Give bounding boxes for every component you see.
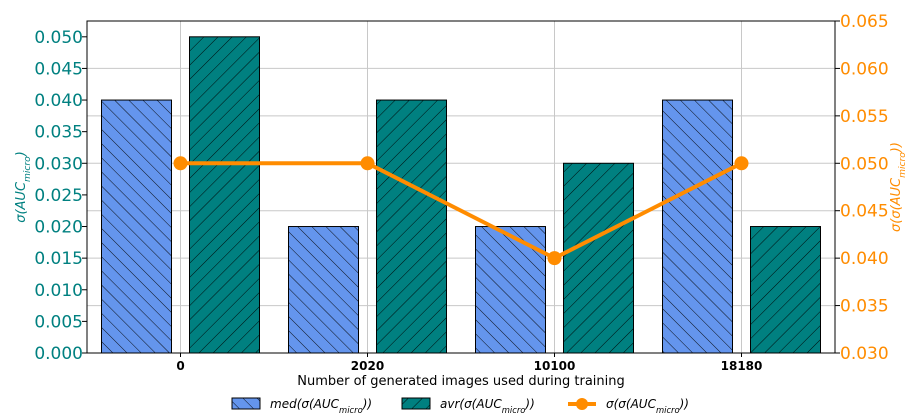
tick-label-x-18180: 18180: [721, 359, 763, 373]
tick-label-right: 0.060: [840, 59, 889, 79]
bar-avr-18180: [750, 226, 821, 354]
line-sigma-sigma: [180, 161, 743, 261]
tick-label-right: 0.050: [840, 154, 889, 174]
tick-label-left: 0.050: [34, 28, 83, 48]
legend-avr-label: avr(σ(AUCmicro)): [440, 397, 535, 415]
y-axis-title-right: σ(σ(AUCmicro)): [889, 142, 908, 232]
line-point-10100: [547, 251, 562, 266]
legend-med-label: med(σ(AUCmicro)): [270, 397, 372, 415]
tick-label-x-10100: 10100: [534, 359, 576, 373]
line-series: [173, 156, 749, 266]
line-point-0: [173, 156, 188, 171]
tick-label-left: 0.000: [34, 344, 83, 364]
tick-label-x-0: 0: [176, 359, 184, 373]
legend-med-swatch: [231, 397, 261, 410]
ticks: 0.000 0.005 0.010 0.015 0.020 0.025 0.030 0.035…: [34, 12, 888, 373]
x-axis-title: Number of generated images used during t…: [297, 374, 625, 389]
bar-med-0: [101, 99, 172, 354]
tick-label-left: 0.035: [34, 123, 83, 143]
legend-sigma-sigma-label: σ(σ(AUCmicro)): [606, 397, 689, 415]
tick-label-x-2020: 2020: [351, 359, 384, 373]
plot-frame: [86, 20, 836, 354]
tick-label-right: 0.065: [840, 12, 889, 32]
line-point-2020: [360, 156, 375, 171]
tick-label-left: 0.045: [34, 59, 83, 79]
legend: med(σ(AUCmicro)) avr(σ(AUCmicro)) σ(σ(AUCm…: [231, 397, 689, 415]
line-point-18180: [734, 156, 749, 171]
legend-sigma-sigma-marker: [576, 398, 588, 410]
tick-label-left: 0.025: [34, 186, 83, 206]
tick-label-right: 0.040: [840, 249, 889, 269]
tick-label-right: 0.045: [840, 202, 889, 222]
tick-label-left: 0.040: [34, 91, 83, 111]
bar-avr-10100: [563, 162, 634, 354]
bar-avr-0: [189, 36, 260, 354]
tick-label-left: 0.005: [34, 312, 83, 332]
tick-label-left: 0.020: [34, 218, 83, 238]
tick-label-left: 0.015: [34, 249, 83, 269]
tick-label-right: 0.030: [840, 344, 889, 364]
tick-label-right: 0.035: [840, 297, 889, 317]
bar-med-10100: [475, 226, 546, 354]
bar-med-2020: [288, 226, 359, 354]
tick-label-left: 0.010: [34, 281, 83, 301]
tick-label-left: 0.030: [34, 154, 83, 174]
axis-titles: Number of generated images used during t…: [14, 142, 908, 389]
legend-avr-swatch: [401, 397, 431, 410]
bar-med-18180: [662, 99, 733, 354]
y-axis-title-left: σ(AUCmicro): [14, 151, 33, 223]
bar-avr-2020: [376, 99, 447, 354]
tick-label-right: 0.055: [840, 107, 889, 127]
